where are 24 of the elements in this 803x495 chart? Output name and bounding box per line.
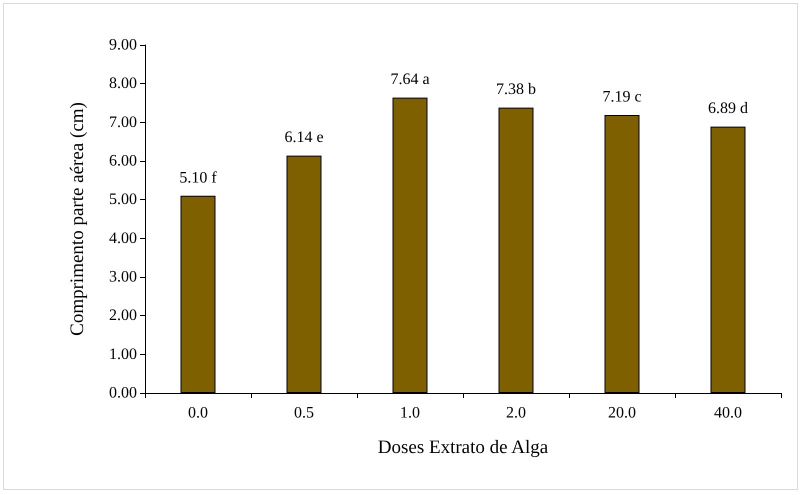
data-label: 7.19 c (602, 88, 642, 106)
y-tick-label: 9.00 (109, 36, 137, 54)
y-tick-label: 8.00 (109, 75, 137, 92)
x-tick-label: 2.0 (506, 404, 526, 422)
data-label: 7.64 a (390, 71, 430, 88)
y-tick-label: 7.00 (109, 114, 137, 131)
x-tick-label: 0.0 (188, 404, 208, 422)
x-axis-title: Doses Extrato de Alga (378, 437, 549, 458)
x-tick-label: 40.0 (714, 404, 742, 422)
x-tick-label: 0.5 (294, 404, 314, 422)
y-tick-label: 2.00 (109, 307, 137, 324)
x-tick-label: 1.0 (400, 404, 420, 422)
y-tick-label: 5.00 (109, 191, 137, 208)
data-label: 6.89 d (708, 100, 748, 118)
y-tick-label: 3.00 (109, 268, 137, 286)
y-axis-title: Comprimento parte aérea (cm) (67, 102, 88, 336)
y-tick-label: 0.00 (109, 384, 137, 402)
data-label: 6.14 e (284, 129, 324, 146)
data-label: 7.38 b (496, 81, 536, 98)
x-tick-label: 20.0 (608, 404, 636, 422)
data-label: 5.10 f (179, 169, 218, 186)
y-tick-label: 1.00 (109, 346, 137, 363)
y-tick-label: 6.00 (109, 152, 137, 170)
y-tick-label: 4.00 (109, 230, 137, 247)
